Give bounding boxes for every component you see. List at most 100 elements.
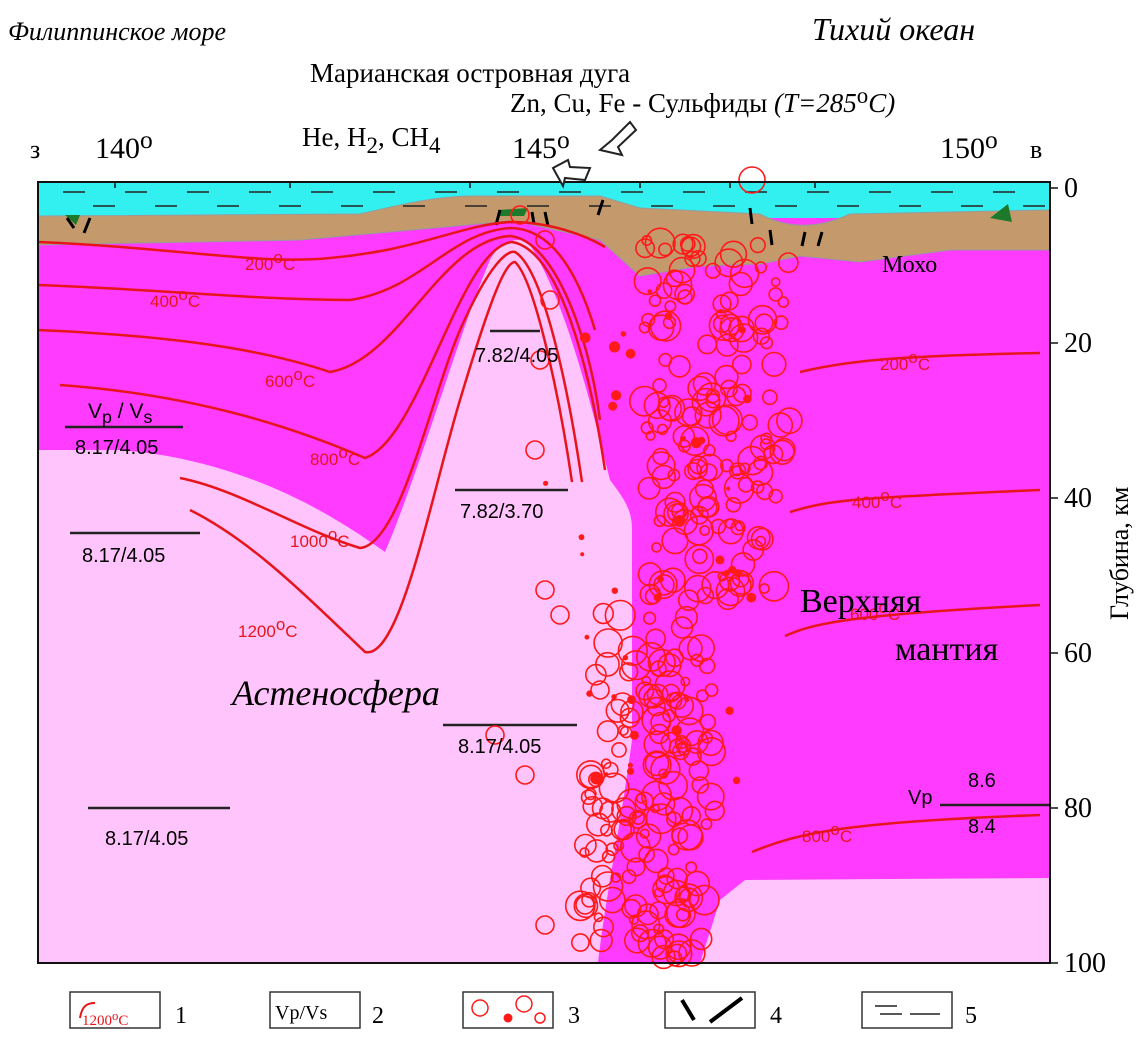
legend-sample: Vp/Vs <box>275 1002 327 1024</box>
earthquake-small <box>674 515 686 527</box>
text-part: C) <box>868 88 895 118</box>
earthquake-small <box>665 312 673 320</box>
text-part: (T=285 <box>774 88 857 118</box>
legend-quake <box>504 1014 513 1023</box>
earthquake-small <box>623 655 628 660</box>
velocity-label: 8.17/4.05 <box>82 545 165 567</box>
earthquake-small <box>611 694 616 699</box>
east-label: в <box>1030 135 1042 164</box>
text-part: o <box>880 486 889 505</box>
velocity-label: 7.82/3.70 <box>460 501 543 523</box>
earthquake-small <box>726 487 730 491</box>
earthquake-small <box>715 555 724 564</box>
depth-tick-label: 40 <box>1064 483 1092 514</box>
depth-tick-label: 0 <box>1064 173 1078 204</box>
text-part: o <box>293 365 302 384</box>
text-part: 200 <box>880 355 908 374</box>
text-part: 2 <box>366 133 377 158</box>
text-part: 800 <box>802 827 830 846</box>
sea-label: Филиппинское море <box>8 17 226 46</box>
section <box>38 122 1050 968</box>
text-part: o <box>140 125 153 154</box>
sulfides-label: Zn, Cu, Fe - Сульфиды (T=285oC) <box>510 83 895 118</box>
earthquake-small <box>609 341 620 352</box>
text-part: V <box>88 400 102 423</box>
earthquake-small <box>627 695 636 704</box>
earthquake-small <box>590 773 602 785</box>
legend-number: 2 <box>372 1003 384 1029</box>
text-part: 145 <box>512 132 557 165</box>
earthquake-small <box>580 552 584 556</box>
text-part: C <box>840 827 852 846</box>
text-part: C <box>337 532 349 551</box>
arc-label: Марианская островная дуга <box>310 58 630 88</box>
text-part: 400 <box>150 292 178 311</box>
text-part: C <box>918 355 930 374</box>
text-part: o <box>830 820 839 839</box>
earthquake-small <box>580 332 591 343</box>
depth-axis-title: Глубина, км <box>1105 487 1134 620</box>
earthquake-small <box>728 566 736 574</box>
text-part: 140 <box>95 132 140 165</box>
longitude-label: 150o <box>940 125 998 165</box>
gases-label: He, H2, CH4 <box>302 122 441 158</box>
text-part: o <box>273 248 282 267</box>
earthquake-small <box>725 707 733 715</box>
longitude-label: 145o <box>512 125 570 165</box>
legend-fault <box>682 998 742 1022</box>
text-part: C <box>118 1013 128 1029</box>
text-part: 4 <box>429 133 441 158</box>
text-part: He, H <box>302 122 366 152</box>
text-part: C <box>890 493 902 512</box>
text-part: 1200 <box>238 622 276 641</box>
vp-value: 8.4 <box>968 816 996 838</box>
text-part: Zn, Cu, Fe - Сульфиды <box>510 88 774 118</box>
earthquake-small <box>681 436 686 441</box>
text-part: 1200 <box>82 1013 112 1029</box>
text-part: C <box>348 450 360 469</box>
velocity-label: 7.82/4.05 <box>475 345 558 367</box>
west-label: з <box>30 135 40 164</box>
earthquake-small <box>626 349 636 359</box>
text-part: 800 <box>310 450 338 469</box>
text-part: 1000 <box>290 532 328 551</box>
earthquake-small <box>746 593 756 603</box>
earthquake-small <box>733 777 740 784</box>
text-part: p <box>102 407 112 427</box>
cross-section: Филиппинское море Тихий океан Марианская о… <box>0 0 1137 1039</box>
text-part: C <box>303 372 315 391</box>
asthenosphere-east <box>700 878 1050 963</box>
legend-quake <box>472 1000 488 1016</box>
earthquake-small <box>671 725 682 736</box>
text-part: o <box>557 125 570 154</box>
text-part: C <box>188 292 200 311</box>
earthquake-small <box>630 731 639 740</box>
earthquake-small <box>648 289 653 294</box>
legend <box>70 992 952 1028</box>
legend-number: 5 <box>965 1003 977 1029</box>
earthquake-small <box>611 390 621 400</box>
earthquake-small <box>627 768 634 775</box>
earthquake-small <box>543 481 548 486</box>
text-part: 400 <box>852 493 880 512</box>
longitude-label: 140o <box>95 125 153 165</box>
depth-tick-label: 100 <box>1064 948 1106 979</box>
legend-number: 3 <box>568 1003 580 1029</box>
legend-quake <box>535 1013 545 1023</box>
earthquake-small <box>604 772 608 776</box>
ocean-label: Тихий океан <box>812 11 975 47</box>
earthquake-small <box>608 402 617 411</box>
text-part: o <box>276 615 285 634</box>
text-part: 600 <box>265 372 293 391</box>
earthquake-small <box>612 588 618 594</box>
moho-label: Мохо <box>882 252 937 278</box>
legend-number: 1 <box>175 1003 187 1029</box>
text-part: C <box>283 255 295 274</box>
text-part: o <box>338 443 347 462</box>
earthquake-small <box>628 763 633 768</box>
mantle-label: мантия <box>895 631 999 668</box>
mantle-label: Верхняя <box>800 583 922 620</box>
text-part: / V <box>112 400 144 423</box>
legend-quake <box>516 996 532 1012</box>
depth-tick-label: 60 <box>1064 638 1092 669</box>
